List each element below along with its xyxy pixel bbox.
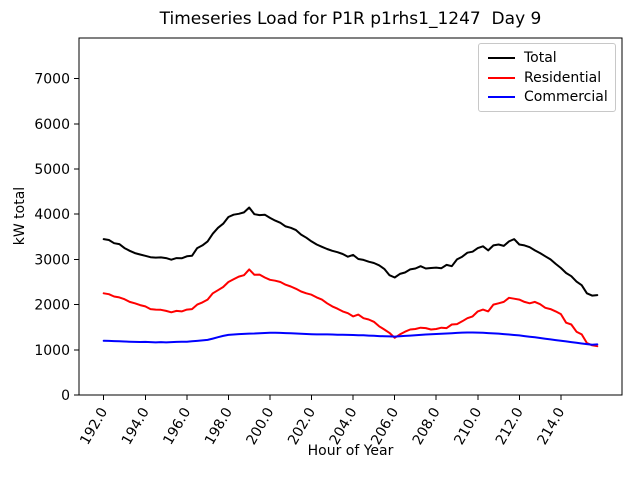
total-line-icon [488, 56, 515, 59]
svg-text:7000: 7000 [34, 72, 70, 88]
svg-text:206.0: 206.0 [368, 405, 402, 448]
svg-text:198.0: 198.0 [202, 405, 236, 448]
legend: Total Residential Commercial [478, 43, 616, 112]
legend-row-residential: Residential [479, 68, 615, 88]
residential-line-icon [488, 76, 515, 79]
svg-text:192.0: 192.0 [77, 405, 111, 448]
svg-text:1000: 1000 [34, 343, 70, 359]
svg-text:214.0: 214.0 [534, 405, 568, 448]
svg-text:0: 0 [61, 388, 70, 404]
y-axis-label: kW total [12, 186, 28, 246]
x-axis-label: Hour of Year [307, 443, 394, 459]
svg-text:194.0: 194.0 [119, 405, 153, 448]
legend-label-residential: Residential [524, 69, 602, 86]
legend-label-commercial: Commercial [524, 89, 608, 106]
commercial-line-icon [488, 96, 515, 99]
legend-label-total: Total [524, 49, 557, 66]
legend-row-commercial: Commercial [479, 87, 615, 107]
svg-text:212.0: 212.0 [493, 405, 527, 448]
svg-text:2000: 2000 [34, 298, 70, 314]
svg-text:210.0: 210.0 [451, 405, 485, 448]
svg-text:196.0: 196.0 [160, 405, 194, 448]
svg-text:3000: 3000 [34, 252, 70, 268]
svg-text:204.0: 204.0 [327, 405, 361, 448]
svg-text:200.0: 200.0 [244, 405, 278, 448]
chart-title: Timeseries Load for P1R p1rhs1_1247 Day … [159, 9, 542, 29]
svg-text:202.0: 202.0 [285, 405, 319, 448]
svg-text:208.0: 208.0 [410, 405, 444, 448]
svg-text:6000: 6000 [34, 117, 70, 133]
legend-row-total: Total [479, 48, 615, 68]
svg-text:4000: 4000 [34, 207, 70, 223]
svg-text:5000: 5000 [34, 162, 70, 178]
